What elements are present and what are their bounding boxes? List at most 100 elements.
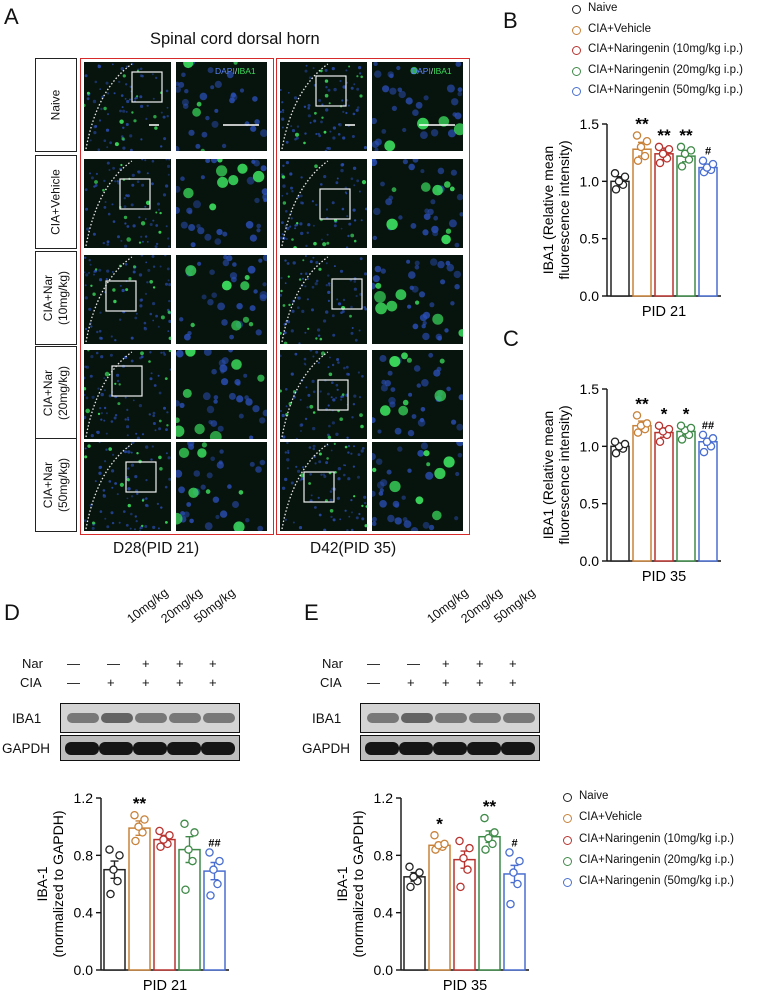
bar bbox=[453, 858, 476, 971]
cia-mark: + bbox=[407, 675, 415, 690]
data-point bbox=[205, 848, 214, 857]
nar-mark: + bbox=[142, 656, 150, 671]
data-point bbox=[505, 848, 514, 857]
data-point bbox=[642, 419, 652, 428]
nar-mark: + bbox=[509, 656, 517, 671]
data-point bbox=[654, 142, 664, 152]
y-axis-label: IBA1 (Relative mean bbox=[540, 146, 556, 274]
data-point bbox=[488, 839, 497, 849]
data-point bbox=[155, 826, 164, 836]
legend-marker bbox=[563, 835, 572, 845]
row-label-4: CIA+Nar (50mg/kg) bbox=[35, 438, 77, 532]
data-point bbox=[105, 845, 114, 854]
y-tick-label: 0.8 bbox=[374, 847, 394, 863]
y-tick-label: 0.0 bbox=[580, 553, 600, 569]
column-label-pid21: D28(PID 21) bbox=[113, 540, 200, 557]
gapdh-band bbox=[365, 742, 399, 755]
nar-mark: — bbox=[67, 656, 80, 671]
band-label-iba1: IBA1 bbox=[12, 711, 42, 726]
panel-letter-e: E bbox=[304, 600, 319, 625]
data-point bbox=[181, 885, 190, 894]
data-point bbox=[642, 136, 652, 146]
chart-e: 0.0 0.4 0.8 1.2 IBA-1 (normalized to GAPDH) PI… bbox=[334, 790, 529, 991]
data-point bbox=[180, 819, 189, 829]
legend-marker bbox=[572, 5, 581, 14]
y-tick-label: 1.5 bbox=[580, 381, 600, 397]
legend-marker bbox=[563, 856, 572, 866]
data-point bbox=[456, 882, 465, 892]
data-point bbox=[611, 185, 621, 194]
row-label-text: CIA+Nar (10mg/kg) bbox=[41, 270, 70, 326]
panel-a-title: Spinal cord dorsal horn bbox=[150, 30, 320, 48]
data-point bbox=[515, 856, 524, 866]
row-label-text: CIA+Vehicle bbox=[48, 169, 63, 235]
inset-box bbox=[105, 280, 137, 312]
iba1-band bbox=[435, 713, 467, 723]
bar bbox=[610, 180, 630, 297]
bar bbox=[698, 440, 718, 562]
significance-label: # bbox=[511, 837, 517, 849]
legend-label: CIA+Naringenin (50mg/kg i.p.) bbox=[588, 84, 744, 96]
bar bbox=[103, 868, 126, 971]
legend-label: Naive bbox=[579, 790, 609, 802]
image-frame-pid35 bbox=[276, 58, 470, 535]
significance-label: ** bbox=[133, 794, 147, 813]
data-point bbox=[698, 156, 708, 165]
bar bbox=[610, 445, 630, 562]
legend-label: CIA+Naringenin (10mg/kg i.p.) bbox=[588, 43, 744, 55]
x-axis-label: PID 21 bbox=[642, 304, 686, 320]
micrograph-overview bbox=[84, 255, 171, 344]
data-point bbox=[113, 876, 122, 886]
data-point bbox=[109, 865, 118, 874]
data-point bbox=[184, 845, 193, 854]
micrograph-overview bbox=[84, 159, 171, 248]
iba1-band bbox=[135, 713, 167, 723]
bar bbox=[178, 848, 201, 971]
nar-mark: + bbox=[442, 656, 450, 671]
iba1-band bbox=[203, 713, 235, 723]
chart-d: 0.0 0.4 0.8 1.2 IBA-1 (normalized to GAPDH) PI… bbox=[34, 790, 229, 991]
y-tick-label: 1.0 bbox=[580, 438, 600, 454]
micrograph-zoom bbox=[176, 442, 267, 531]
band-label-iba1: IBA1 bbox=[312, 711, 342, 726]
bar bbox=[654, 153, 674, 297]
data-point bbox=[165, 831, 174, 840]
bar bbox=[403, 876, 426, 971]
cia-mark: + bbox=[107, 675, 115, 690]
row-label-1: CIA+Vehicle bbox=[35, 155, 77, 249]
data-point bbox=[140, 815, 149, 824]
micrograph-overview bbox=[280, 255, 367, 344]
data-point bbox=[481, 845, 490, 854]
nar-mark: + bbox=[476, 656, 484, 671]
iba1-band bbox=[67, 713, 99, 723]
data-point bbox=[406, 882, 415, 892]
row-label-2: CIA+Nar (10mg/kg) bbox=[35, 251, 77, 345]
data-point bbox=[440, 839, 449, 849]
gapdh-band bbox=[133, 742, 167, 755]
data-point bbox=[459, 853, 468, 863]
stain-label: DAPI/IBA1 bbox=[411, 66, 452, 76]
significance-label: ** bbox=[635, 114, 649, 133]
panel-letter-d: D bbox=[4, 600, 20, 625]
data-point bbox=[632, 411, 642, 420]
legend-marker bbox=[563, 814, 572, 824]
data-point bbox=[463, 865, 472, 874]
legend-label: CIA+Naringenin (10mg/kg i.p.) bbox=[579, 832, 735, 845]
stain-label-iba1: IBA1 bbox=[433, 66, 452, 76]
data-point bbox=[188, 856, 197, 866]
micrograph-zoom: DAPI/IBA1 bbox=[372, 62, 463, 151]
iba1-band bbox=[367, 713, 399, 723]
significance-label: * bbox=[683, 405, 690, 424]
cia-mark: + bbox=[442, 675, 450, 690]
iba1-band bbox=[469, 713, 501, 723]
data-point bbox=[633, 156, 643, 165]
image-frame-pid21 bbox=[80, 58, 274, 535]
data-point bbox=[480, 813, 489, 823]
data-point bbox=[134, 822, 143, 831]
nar-mark: — bbox=[367, 656, 380, 671]
data-point bbox=[708, 434, 718, 443]
iba1-band bbox=[101, 713, 133, 723]
data-point bbox=[490, 828, 499, 837]
data-point bbox=[213, 879, 222, 889]
data-point bbox=[655, 437, 665, 446]
